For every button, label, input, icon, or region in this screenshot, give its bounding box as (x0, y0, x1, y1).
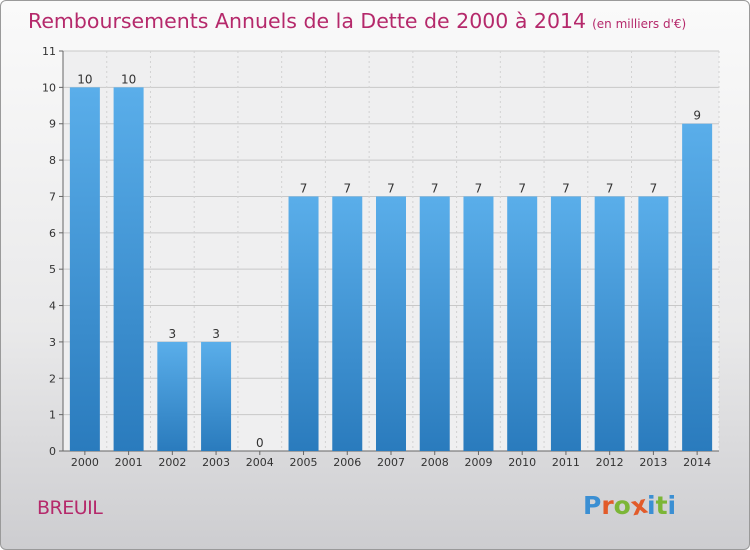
x-tick-label: 2010 (508, 456, 536, 469)
y-tick-label: 0 (49, 445, 56, 458)
x-tick-label: 2001 (115, 456, 143, 469)
bar-value-label: 7 (343, 181, 351, 195)
x-tick-label: 2012 (596, 456, 624, 469)
bar-value-label: 7 (300, 181, 308, 195)
x-tick-label: 2011 (552, 456, 580, 469)
x-tick-label: 2003 (202, 456, 230, 469)
bar (113, 87, 144, 451)
bar-value-label: 7 (518, 181, 526, 195)
bar (376, 196, 406, 451)
chart-unit-note: (en milliers d'€) (592, 17, 687, 31)
x-tick-label: 2007 (377, 456, 405, 469)
bar-value-label: 10 (121, 72, 136, 86)
bar-value-label: 0 (256, 436, 264, 450)
x-tick-label: 2006 (333, 456, 361, 469)
bar (332, 196, 363, 451)
logo-letter: i (647, 491, 656, 520)
y-tick-label: 10 (42, 81, 56, 94)
y-tick-label: 1 (49, 409, 56, 422)
bar (682, 123, 713, 452)
bar (463, 196, 494, 451)
x-tick-label: 2005 (290, 456, 318, 469)
x-tick-label: 2000 (71, 456, 99, 469)
bar (550, 196, 581, 451)
proxiti-logo: Proxiti (583, 490, 677, 522)
bar (288, 196, 319, 451)
y-tick-label: 3 (49, 336, 56, 349)
bar (201, 341, 232, 451)
logo-letter: P (583, 491, 602, 520)
bar-value-label: 7 (606, 181, 614, 195)
y-tick-label: 6 (49, 227, 56, 240)
logo-letter: o (613, 491, 631, 520)
x-tick-label: 2013 (639, 456, 667, 469)
y-tick-label: 2 (49, 372, 56, 385)
y-tick-label: 9 (49, 118, 56, 131)
bar-value-label: 7 (431, 181, 439, 195)
bar-value-label: 7 (650, 181, 658, 195)
bar (594, 196, 625, 451)
bar (69, 87, 100, 451)
bar-value-label: 10 (77, 72, 92, 86)
bar-value-label: 7 (562, 181, 570, 195)
logo-letter: i (667, 491, 677, 520)
bar (638, 196, 669, 451)
bar-value-label: 3 (169, 327, 177, 341)
bar (419, 196, 450, 451)
x-tick-label: 2004 (246, 456, 274, 469)
x-tick-label: 2014 (683, 456, 711, 469)
y-tick-label: 7 (49, 190, 56, 203)
bar-value-label: 9 (693, 109, 701, 123)
bar (157, 341, 188, 451)
bar-value-label: 7 (475, 181, 483, 195)
chart-title-block: Remboursements Annuels de la Dette de 20… (28, 9, 686, 33)
y-tick-label: 11 (42, 45, 56, 58)
y-tick-label: 8 (49, 154, 56, 167)
chart-title: Remboursements Annuels de la Dette de 20… (28, 9, 587, 33)
bar (507, 196, 538, 451)
x-tick-label: 2002 (158, 456, 186, 469)
x-tick-label: 2009 (464, 456, 492, 469)
bar-value-label: 7 (387, 181, 395, 195)
y-tick-label: 5 (49, 263, 56, 276)
x-tick-label: 2008 (421, 456, 449, 469)
bar-value-label: 3 (212, 327, 220, 341)
place-name: BREUIL (37, 497, 103, 519)
y-tick-label: 4 (49, 300, 56, 313)
logo-letter: r (601, 491, 614, 520)
logo-letter: t (655, 491, 668, 520)
